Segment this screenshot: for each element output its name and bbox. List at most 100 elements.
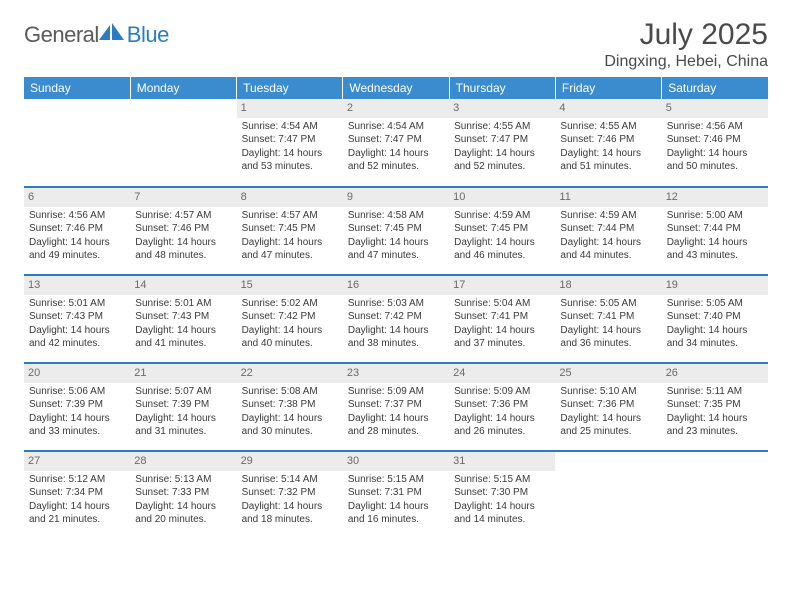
calendar-week-row: 6Sunrise: 4:56 AMSunset: 7:46 PMDaylight… xyxy=(24,187,768,275)
daylight-line: Daylight: 14 hours and 36 minutes. xyxy=(560,324,656,351)
sunset-line: Sunset: 7:33 PM xyxy=(135,486,231,500)
day-number: 10 xyxy=(449,188,555,207)
day-number: 18 xyxy=(555,276,661,295)
sunrise-line: Sunrise: 5:04 AM xyxy=(454,297,550,311)
day-header: Sunday xyxy=(24,77,130,99)
logo-prefix: General xyxy=(24,22,99,48)
calendar-cell: 26Sunrise: 5:11 AMSunset: 7:35 PMDayligh… xyxy=(662,363,768,451)
header: General Blue July 2025 Dingxing, Hebei, … xyxy=(24,18,768,71)
calendar-cell xyxy=(24,99,130,187)
calendar-cell: 20Sunrise: 5:06 AMSunset: 7:39 PMDayligh… xyxy=(24,363,130,451)
calendar-cell: 6Sunrise: 4:56 AMSunset: 7:46 PMDaylight… xyxy=(24,187,130,275)
calendar-cell: 31Sunrise: 5:15 AMSunset: 7:30 PMDayligh… xyxy=(449,451,555,539)
calendar-week-row: 27Sunrise: 5:12 AMSunset: 7:34 PMDayligh… xyxy=(24,451,768,539)
sunset-line: Sunset: 7:35 PM xyxy=(667,398,763,412)
day-number: 20 xyxy=(24,364,130,383)
sunrise-line: Sunrise: 5:00 AM xyxy=(667,209,763,223)
calendar-cell: 15Sunrise: 5:02 AMSunset: 7:42 PMDayligh… xyxy=(237,275,343,363)
day-header: Monday xyxy=(130,77,236,99)
sunset-line: Sunset: 7:39 PM xyxy=(135,398,231,412)
calendar-cell: 17Sunrise: 5:04 AMSunset: 7:41 PMDayligh… xyxy=(449,275,555,363)
sunrise-line: Sunrise: 5:07 AM xyxy=(135,385,231,399)
day-number: 12 xyxy=(662,188,768,207)
sunrise-line: Sunrise: 5:05 AM xyxy=(560,297,656,311)
sunset-line: Sunset: 7:39 PM xyxy=(29,398,125,412)
sunrise-line: Sunrise: 4:55 AM xyxy=(454,120,550,134)
sunrise-line: Sunrise: 5:13 AM xyxy=(135,473,231,487)
day-number: 16 xyxy=(343,276,449,295)
day-number: 26 xyxy=(662,364,768,383)
sunset-line: Sunset: 7:46 PM xyxy=(29,222,125,236)
calendar-cell: 19Sunrise: 5:05 AMSunset: 7:40 PMDayligh… xyxy=(662,275,768,363)
sunset-line: Sunset: 7:41 PM xyxy=(454,310,550,324)
calendar-week-row: 13Sunrise: 5:01 AMSunset: 7:43 PMDayligh… xyxy=(24,275,768,363)
day-number: 31 xyxy=(449,452,555,471)
day-number: 22 xyxy=(237,364,343,383)
day-number: 6 xyxy=(24,188,130,207)
day-number: 24 xyxy=(449,364,555,383)
sunrise-line: Sunrise: 5:14 AM xyxy=(242,473,338,487)
daylight-line: Daylight: 14 hours and 51 minutes. xyxy=(560,147,656,174)
sunset-line: Sunset: 7:47 PM xyxy=(454,133,550,147)
calendar-cell: 25Sunrise: 5:10 AMSunset: 7:36 PMDayligh… xyxy=(555,363,661,451)
sunset-line: Sunset: 7:46 PM xyxy=(135,222,231,236)
day-header: Saturday xyxy=(662,77,768,99)
calendar-cell: 5Sunrise: 4:56 AMSunset: 7:46 PMDaylight… xyxy=(662,99,768,187)
calendar-table: SundayMondayTuesdayWednesdayThursdayFrid… xyxy=(24,77,768,539)
daylight-line: Daylight: 14 hours and 26 minutes. xyxy=(454,412,550,439)
calendar-cell: 9Sunrise: 4:58 AMSunset: 7:45 PMDaylight… xyxy=(343,187,449,275)
calendar-cell: 18 Sunrise: 5:05 AMSunset: 7:41 PMDayligh… xyxy=(555,275,661,363)
day-number: 3 xyxy=(449,99,555,118)
day-number: 19 xyxy=(662,276,768,295)
sunrise-line: Sunrise: 4:56 AM xyxy=(667,120,763,134)
day-number: 23 xyxy=(343,364,449,383)
calendar-cell: 14Sunrise: 5:01 AMSunset: 7:43 PMDayligh… xyxy=(130,275,236,363)
sunset-line: Sunset: 7:44 PM xyxy=(667,222,763,236)
daylight-line: Daylight: 14 hours and 23 minutes. xyxy=(667,412,763,439)
sunrise-line: Sunrise: 5:02 AM xyxy=(242,297,338,311)
calendar-week-row: 20Sunrise: 5:06 AMSunset: 7:39 PMDayligh… xyxy=(24,363,768,451)
daylight-line: Daylight: 14 hours and 31 minutes. xyxy=(135,412,231,439)
day-number: 2 xyxy=(343,99,449,118)
day-header: Tuesday xyxy=(237,77,343,99)
daylight-line: Daylight: 14 hours and 52 minutes. xyxy=(454,147,550,174)
sunset-line: Sunset: 7:46 PM xyxy=(667,133,763,147)
daylight-line: Daylight: 14 hours and 53 minutes. xyxy=(242,147,338,174)
daylight-line: Daylight: 14 hours and 20 minutes. xyxy=(135,500,231,527)
sunrise-line: Sunrise: 4:54 AM xyxy=(242,120,338,134)
daylight-line: Daylight: 14 hours and 44 minutes. xyxy=(560,236,656,263)
sunset-line: Sunset: 7:41 PM xyxy=(560,310,656,324)
day-header: Wednesday xyxy=(343,77,449,99)
day-number: 8 xyxy=(237,188,343,207)
calendar-cell: 12 Sunrise: 5:00 AMSunset: 7:44 PMDayligh… xyxy=(662,187,768,275)
sunrise-line: Sunrise: 4:55 AM xyxy=(560,120,656,134)
daylight-line: Daylight: 14 hours and 14 minutes. xyxy=(454,500,550,527)
daylight-line: Daylight: 14 hours and 43 minutes. xyxy=(667,236,763,263)
sunrise-line: Sunrise: 5:15 AM xyxy=(348,473,444,487)
daylight-line: Daylight: 14 hours and 33 minutes. xyxy=(29,412,125,439)
sunset-line: Sunset: 7:43 PM xyxy=(135,310,231,324)
sunset-line: Sunset: 7:36 PM xyxy=(560,398,656,412)
sunset-line: Sunset: 7:40 PM xyxy=(667,310,763,324)
calendar-cell: 23Sunrise: 5:09 AMSunset: 7:37 PMDayligh… xyxy=(343,363,449,451)
day-number: 1 xyxy=(237,99,343,118)
daylight-line: Daylight: 14 hours and 46 minutes. xyxy=(454,236,550,263)
month-title: July 2025 xyxy=(604,18,768,51)
day-number: 28 xyxy=(130,452,236,471)
logo: General Blue xyxy=(24,18,169,48)
day-number: 14 xyxy=(130,276,236,295)
sunrise-line: Sunrise: 5:01 AM xyxy=(135,297,231,311)
daylight-line: Daylight: 14 hours and 30 minutes. xyxy=(242,412,338,439)
sunrise-line: Sunrise: 4:59 AM xyxy=(454,209,550,223)
calendar-header-row: SundayMondayTuesdayWednesdayThursdayFrid… xyxy=(24,77,768,99)
sunset-line: Sunset: 7:31 PM xyxy=(348,486,444,500)
daylight-line: Daylight: 14 hours and 47 minutes. xyxy=(348,236,444,263)
title-block: July 2025 Dingxing, Hebei, China xyxy=(604,18,768,71)
sunset-line: Sunset: 7:43 PM xyxy=(29,310,125,324)
calendar-cell: 3 Sunrise: 4:55 AMSunset: 7:47 PMDaylight… xyxy=(449,99,555,187)
sunset-line: Sunset: 7:47 PM xyxy=(242,133,338,147)
day-number: 27 xyxy=(24,452,130,471)
sunrise-line: Sunrise: 5:08 AM xyxy=(242,385,338,399)
sunset-line: Sunset: 7:30 PM xyxy=(454,486,550,500)
day-number: 4 xyxy=(555,99,661,118)
